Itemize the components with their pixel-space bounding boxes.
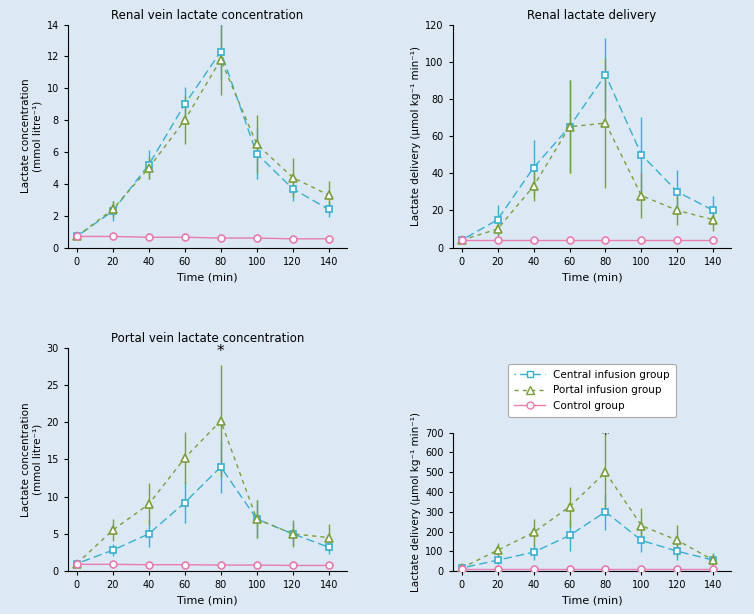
X-axis label: Time (min): Time (min) xyxy=(177,272,238,282)
X-axis label: Time (min): Time (min) xyxy=(562,272,622,282)
X-axis label: Time (min): Time (min) xyxy=(562,596,622,605)
Y-axis label: Lactate delivery (μmol kg⁻¹ min⁻¹): Lactate delivery (μmol kg⁻¹ min⁻¹) xyxy=(411,46,421,226)
X-axis label: Time (min): Time (min) xyxy=(177,596,238,605)
Text: *: * xyxy=(602,427,609,443)
Y-axis label: Lactate concentration
(mmol litre⁻¹): Lactate concentration (mmol litre⁻¹) xyxy=(20,79,42,193)
Title: Portal vein lactate concentration: Portal vein lactate concentration xyxy=(111,332,304,346)
Title: Renal vein lactate concentration: Renal vein lactate concentration xyxy=(111,9,303,22)
Title: Renal lactate delivery: Renal lactate delivery xyxy=(527,9,657,22)
Title: Portal lactate delivery: Portal lactate delivery xyxy=(527,417,657,430)
Y-axis label: Lactate concentration
(mmol litre⁻¹): Lactate concentration (mmol litre⁻¹) xyxy=(20,402,42,517)
Text: *: * xyxy=(217,344,225,359)
Legend: Central infusion group, Portal infusion group, Control group: Central infusion group, Portal infusion … xyxy=(507,364,676,417)
Y-axis label: Lactate delivery (μmol kg⁻¹ min⁻¹): Lactate delivery (μmol kg⁻¹ min⁻¹) xyxy=(411,412,421,592)
